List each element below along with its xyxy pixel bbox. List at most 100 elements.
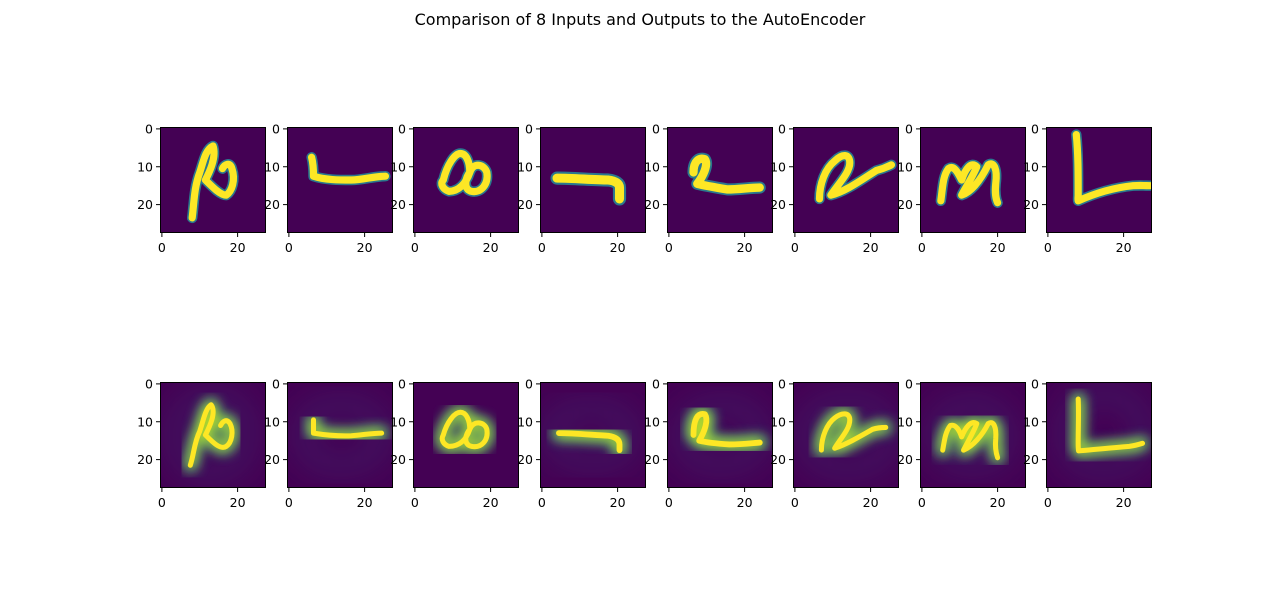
output-panel-1: 0 10 20 0 20 xyxy=(264,376,393,510)
x-tick-label: 20 xyxy=(737,495,753,510)
x-tick-label: 20 xyxy=(1116,240,1132,255)
input-panel-5: 0 10 20 0 20 xyxy=(770,121,899,255)
reconstruction-halo xyxy=(800,396,896,474)
stroke-center xyxy=(556,430,623,454)
input-panel-0: 0 10 20 0 20 xyxy=(137,121,266,255)
y-tick-label: 20 xyxy=(264,452,280,467)
panel-frame xyxy=(920,127,1026,233)
output-panel-0: 0 10 20 0 20 xyxy=(137,376,266,510)
y-tick-label: 20 xyxy=(390,452,406,467)
x-tick-label: 0 xyxy=(1044,240,1052,255)
stroke-main xyxy=(552,173,625,204)
y-tick-label: 10 xyxy=(137,159,153,174)
x-tick-label: 0 xyxy=(411,240,419,255)
y-tick-label: 10 xyxy=(264,159,280,174)
output-panel-4: 0 10 20 0 20 xyxy=(644,376,773,510)
y-tick-label: 0 xyxy=(905,121,913,136)
panel-frame xyxy=(287,127,393,233)
x-tick-label: 20 xyxy=(357,240,373,255)
x-tick-label: 20 xyxy=(483,240,499,255)
y-tick-label: 0 xyxy=(525,121,533,136)
y-tick-label: 0 xyxy=(272,376,280,391)
output-panel-5: 0 10 20 0 20 xyxy=(770,376,899,510)
y-tick-label: 20 xyxy=(897,452,913,467)
stroke-center xyxy=(187,402,235,468)
y-tick-label: 0 xyxy=(1031,121,1039,136)
x-tick-label: 0 xyxy=(791,240,799,255)
reconstruction-halo xyxy=(930,400,1012,470)
input-panel-2: 0 10 20 0 20 xyxy=(390,121,519,255)
input-panel-6: 0 10 20 0 20 xyxy=(897,121,1026,255)
panel-frame xyxy=(1046,382,1152,488)
y-tick-label: 0 xyxy=(145,376,153,391)
y-tick-label: 0 xyxy=(778,376,786,391)
x-tick-label: 0 xyxy=(918,495,926,510)
y-tick-label: 20 xyxy=(517,452,533,467)
stroke-main xyxy=(438,149,491,196)
y-tick-label: 0 xyxy=(652,376,660,391)
y-tick-label: 0 xyxy=(398,376,406,391)
x-tick-label: 20 xyxy=(610,240,626,255)
input-panel-7: 0 10 20 0 20 xyxy=(1023,121,1152,255)
input-panel-3: 0 10 20 0 20 xyxy=(517,121,646,255)
y-tick-label: 20 xyxy=(644,197,660,212)
y-tick-label: 10 xyxy=(644,414,660,429)
y-tick-label: 10 xyxy=(264,414,280,429)
y-tick-label: 20 xyxy=(770,452,786,467)
x-tick-label: 20 xyxy=(990,495,1006,510)
y-tick-label: 0 xyxy=(652,121,660,136)
output-panel-6: 0 10 20 0 20 xyxy=(897,376,1026,510)
x-tick-label: 20 xyxy=(863,240,879,255)
x-tick-label: 20 xyxy=(357,495,373,510)
x-tick-label: 20 xyxy=(1116,495,1132,510)
y-tick-label: 10 xyxy=(897,414,913,429)
panel-frame xyxy=(540,127,646,233)
x-tick-label: 0 xyxy=(158,495,166,510)
y-tick-label: 10 xyxy=(897,159,913,174)
stroke-main xyxy=(1072,130,1152,205)
y-tick-label: 0 xyxy=(1031,376,1039,391)
y-tick-label: 10 xyxy=(770,414,786,429)
y-tick-label: 0 xyxy=(525,376,533,391)
x-tick-label: 0 xyxy=(918,240,926,255)
x-tick-label: 0 xyxy=(285,240,293,255)
y-tick-label: 0 xyxy=(905,376,913,391)
y-tick-label: 20 xyxy=(1023,197,1039,212)
panel-frame xyxy=(793,127,899,233)
y-tick-label: 20 xyxy=(644,452,660,467)
y-tick-label: 10 xyxy=(1023,159,1039,174)
panel-frame xyxy=(667,382,773,488)
y-tick-label: 10 xyxy=(137,414,153,429)
y-tick-label: 10 xyxy=(1023,414,1039,429)
stroke-main xyxy=(815,152,896,203)
y-tick-label: 20 xyxy=(264,197,280,212)
stroke-center xyxy=(310,417,385,439)
x-tick-label: 0 xyxy=(158,240,166,255)
y-tick-label: 20 xyxy=(897,197,913,212)
x-tick-label: 0 xyxy=(1044,495,1052,510)
y-tick-label: 0 xyxy=(145,121,153,136)
stroke-center xyxy=(818,411,889,453)
y-tick-label: 10 xyxy=(644,159,660,174)
panel-image xyxy=(667,127,773,233)
y-tick-label: 20 xyxy=(137,452,153,467)
panel-frame xyxy=(160,127,266,233)
stroke-main xyxy=(937,160,1002,207)
y-tick-label: 20 xyxy=(137,197,153,212)
figure-title: Comparison of 8 Inputs and Outputs to th… xyxy=(415,10,866,29)
input-panel-4: 0 10 20 0 20 xyxy=(644,121,773,255)
x-tick-label: 0 xyxy=(285,495,293,510)
stroke-main xyxy=(308,153,390,184)
panel-image xyxy=(1046,127,1152,233)
y-tick-label: 20 xyxy=(1023,452,1039,467)
panel-frame xyxy=(540,382,646,488)
panel-frame xyxy=(793,382,899,488)
y-tick-label: 10 xyxy=(517,159,533,174)
x-tick-label: 20 xyxy=(610,495,626,510)
y-tick-label: 10 xyxy=(390,159,406,174)
output-panel-3: 0 10 20 0 20 xyxy=(517,376,646,510)
output-panel-2: 0 10 20 0 20 xyxy=(390,376,519,510)
y-tick-label: 10 xyxy=(390,414,406,429)
x-tick-label: 0 xyxy=(411,495,419,510)
